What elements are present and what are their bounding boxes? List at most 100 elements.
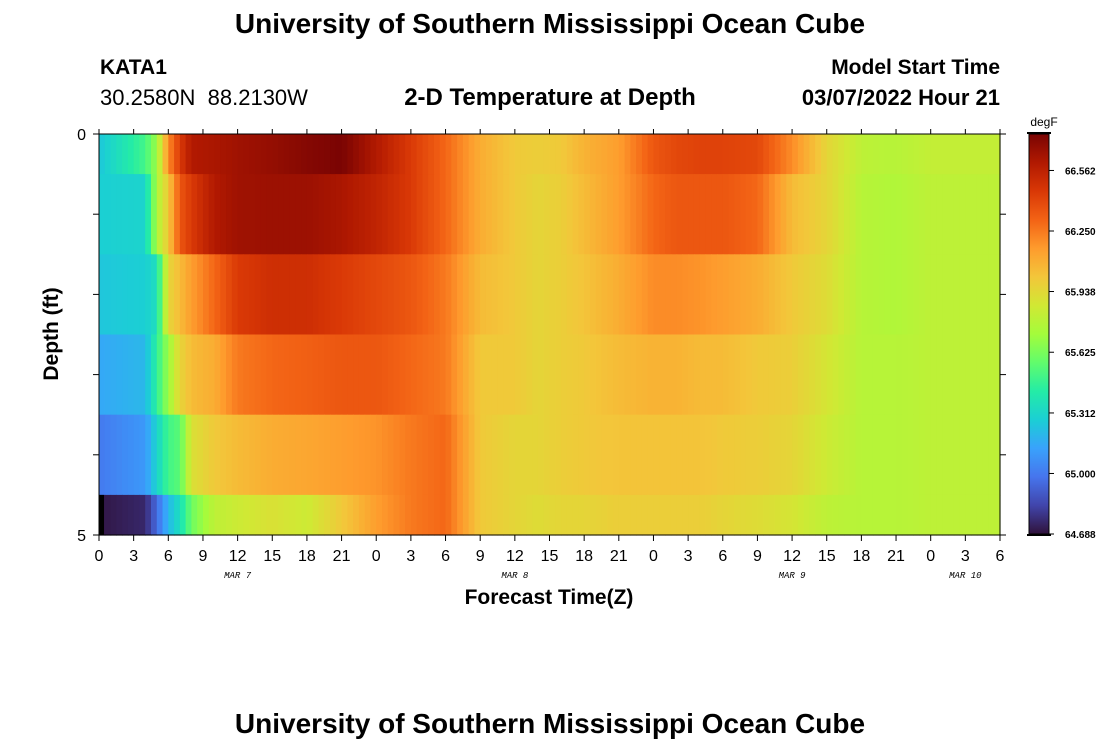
heatmap-cell [878,174,886,255]
heatmap-cell [740,414,747,496]
heatmap-cell [601,494,608,536]
heatmap-cell [820,174,828,255]
heatmap-cell [705,494,712,536]
heatmap-cell [705,174,712,255]
heatmap-cell [260,494,268,536]
heatmap-cell [416,414,424,496]
heatmap-cell [780,254,787,336]
heatmap-cell [145,134,152,175]
heatmap-cell [728,334,735,416]
heatmap-cell [757,334,764,416]
heatmap-cell [832,134,839,175]
heatmap-cell [809,134,816,175]
heatmap-cell [584,134,591,175]
heatmap-cell [231,414,239,496]
heatmap-cell [370,494,377,536]
heatmap-cell [139,134,146,175]
heatmap-cell [174,254,181,336]
heatmap-cell [220,334,227,416]
heatmap-cell [959,494,966,536]
heatmap-cell [174,174,181,255]
heatmap-cell [561,174,568,255]
heatmap-cell [382,254,389,336]
heatmap-cell [647,334,655,416]
heatmap-cell [913,494,920,536]
heatmap-cell [607,414,614,496]
heatmap-cell [162,414,169,496]
heatmap-cell [330,254,337,336]
heatmap-cell [861,254,868,336]
heatmap-cell [353,494,360,536]
heatmap-cell [792,174,799,255]
heatmap-cell [751,134,759,175]
heatmap-cell [335,174,343,255]
heatmap-cell [491,174,499,255]
page-title: University of Southern Mississippi Ocean… [234,8,866,39]
heatmap-cell [150,414,158,496]
heatmap-cell [566,254,574,336]
heatmap-cell [942,254,949,336]
heatmap-cell [872,174,880,255]
heatmap-cell [624,334,631,416]
heatmap-cell [99,134,106,175]
heatmap-cell [740,494,747,536]
heatmap-cell [497,174,504,255]
heatmap-cell [231,494,239,536]
heatmap-cell [971,254,978,336]
heatmap-cell [641,254,649,336]
heatmap-cell [520,334,527,416]
heatmap-cell [249,414,256,496]
heatmap-cell [699,334,707,416]
heatmap-cell [578,174,585,255]
heatmap-cell [786,134,793,175]
heatmap-cell [312,174,320,255]
bottom-layer-marker [99,494,104,535]
heatmap-cell [976,494,984,536]
colorbar [1028,133,1050,535]
heatmap-cell [936,254,943,336]
heatmap-cell [116,414,123,496]
heatmap-cell [653,334,660,416]
heatmap-cell [734,414,741,496]
heatmap-cell [786,334,793,416]
heatmap-cell [509,254,516,336]
heatmap-cell [231,134,239,175]
x-tick-label: 15 [818,548,836,565]
heatmap-cell [543,414,551,496]
heatmap-cell [405,414,412,496]
heatmap-cell [532,334,539,416]
heatmap-cell [485,414,493,496]
heatmap-cell [474,494,481,536]
x-tick-label: 6 [164,548,173,565]
heatmap-cell [815,254,822,336]
heatmap-cell [410,254,418,336]
heatmap-cell [503,134,510,175]
heatmap-cell [763,494,770,536]
heatmap-cell [457,414,464,496]
heatmap-cell [676,174,683,255]
heatmap-cell [491,134,499,175]
heatmap-cell [809,174,816,255]
heatmap-cell [162,334,169,416]
heatmap-cell [919,174,926,255]
heatmap-cell [422,414,429,496]
heatmap-cell [636,134,643,175]
heatmap-cell [439,134,447,175]
heatmap-cell [306,254,314,336]
heatmap-cell [936,174,943,255]
heatmap-cell [110,134,117,175]
heatmap-cell [826,494,834,536]
heatmap-cell [901,254,909,336]
heatmap-cell [965,254,972,336]
heatmap-cell [595,334,603,416]
heatmap-cell [428,494,435,536]
heatmap-cell [318,254,325,336]
heatmap-cell [976,254,984,336]
heatmap-cell [260,254,268,336]
heatmap-cell [127,174,135,255]
heatmap-cell [711,494,718,536]
heatmap-cell [295,134,302,175]
heatmap-cell [382,134,389,175]
heatmap-cell [191,334,198,416]
heatmap-cell [480,494,487,536]
